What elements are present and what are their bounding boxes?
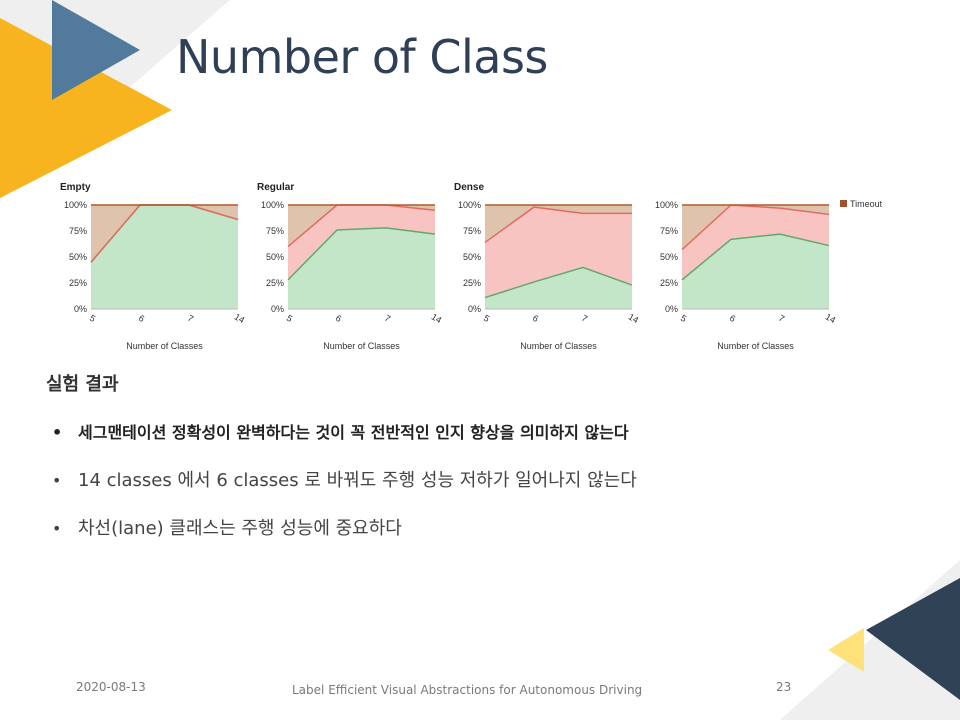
x-tick-label: 14 <box>430 312 444 326</box>
area-success <box>91 205 238 309</box>
top-left-blue-triangle <box>52 0 140 100</box>
legend-swatch-timeout <box>840 200 847 207</box>
area-timeout <box>91 205 238 263</box>
x-axis-label: Number of Classes <box>520 341 597 351</box>
section-heading: 실험 결과 <box>46 374 119 395</box>
chart-svg: 0% 25% 50% 75% 100% 5 6 7 14 Number of Classes Tim… <box>655 199 883 351</box>
bullet-marker: • <box>52 423 63 442</box>
chart-title: Dense <box>454 182 484 193</box>
bullet-text: 14 classes 에서 6 classes 로 바꿔도 주행 성능 저하가 … <box>78 470 637 491</box>
chart-title: Regular <box>257 182 294 193</box>
chart-dense: Dense 0% 25% 50% 75% 100% 5 6 7 14 Number of Class… <box>452 176 648 354</box>
area-collision <box>682 205 829 280</box>
x-axis-label: Number of Classes <box>717 341 794 351</box>
y-tick-label: 0% <box>665 304 678 314</box>
bullet-list: • 세그맨테이션 정확성이 완벽하다는 것이 꼭 전반적인 인지 향상을 의미하… <box>52 418 637 562</box>
y-tick-label: 100% <box>261 200 284 210</box>
x-tick-label: 7 <box>580 313 589 324</box>
x-tick-label: 14 <box>233 312 247 326</box>
chart-empty: Empty 0% 25% 50% 75% 100% 5 6 7 14 Number of Class… <box>58 176 254 354</box>
y-tick-label: 25% <box>266 278 284 288</box>
y-tick-label: 0% <box>271 304 284 314</box>
x-tick-label: 7 <box>777 313 786 324</box>
chart-svg: Regular 0% 25% 50% 75% 100% 5 6 7 14 Number of Cla… <box>257 182 444 351</box>
y-tick-label: 0% <box>468 304 481 314</box>
y-tick-label: 50% <box>463 252 481 262</box>
y-tick-label: 100% <box>64 200 87 210</box>
legend-label-timeout: Timeout <box>850 199 883 209</box>
y-tick-label: 25% <box>660 278 678 288</box>
area-success <box>682 234 829 309</box>
y-tick-label: 25% <box>463 278 481 288</box>
series-line-collision <box>484 206 632 244</box>
x-axis-label: Number of Classes <box>126 341 203 351</box>
top-left-orange-triangle <box>0 18 172 198</box>
page-title: Number of Class <box>176 30 548 84</box>
y-tick-label: 0% <box>74 304 87 314</box>
bullet-item: • 14 classes 에서 6 classes 로 바꿔도 주행 성능 저하… <box>52 466 637 514</box>
y-tick-label: 75% <box>660 226 678 236</box>
y-tick-label: 100% <box>458 200 481 210</box>
x-tick-label: 6 <box>728 313 737 324</box>
y-tick-label: 100% <box>655 200 678 210</box>
y-tick-label: 75% <box>266 226 284 236</box>
bullet-marker: • <box>52 519 62 538</box>
x-tick-label: 5 <box>88 313 97 324</box>
chart-overall: 0% 25% 50% 75% 100% 5 6 7 14 Number of Classes Tim… <box>649 176 883 354</box>
footer-caption: Label Efficient Visual Abstractions for … <box>292 683 643 697</box>
footer-date: 2020-08-13 <box>76 680 146 694</box>
bottom-right-yellow-triangle <box>828 628 864 672</box>
y-tick-label: 50% <box>266 252 284 262</box>
y-tick-label: 75% <box>69 226 87 236</box>
bullet-text: 차선(lane) 클래스는 주행 성능에 중요하다 <box>78 518 402 539</box>
area-success <box>485 267 632 309</box>
chart-svg: Dense 0% 25% 50% 75% 100% 5 6 7 14 Number of Class… <box>454 182 641 351</box>
chart-title: Empty <box>60 182 91 193</box>
area-success <box>288 227 435 309</box>
series-line-success <box>484 266 633 299</box>
x-tick-label: 7 <box>186 313 195 324</box>
chart-svg: Empty 0% 25% 50% 75% 100% 5 6 7 14 Number of Class… <box>60 182 247 351</box>
x-tick-label: 5 <box>285 313 294 324</box>
series-line-success <box>287 227 436 281</box>
y-tick-label: 50% <box>660 252 678 262</box>
y-tick-label: 50% <box>69 252 87 262</box>
bottom-right-gray-triangle <box>780 560 960 720</box>
x-tick-label: 5 <box>482 313 491 324</box>
area-collision <box>288 205 435 280</box>
x-tick-label: 5 <box>679 313 688 324</box>
bottom-right-navy-triangle <box>866 578 960 700</box>
x-axis-label: Number of Classes <box>323 341 400 351</box>
area-collision <box>485 207 632 298</box>
x-tick-label: 6 <box>137 313 146 324</box>
area-timeout <box>288 205 435 247</box>
y-tick-label: 75% <box>463 226 481 236</box>
footer-page-number: 23 <box>776 680 792 694</box>
x-tick-label: 6 <box>334 313 343 324</box>
x-tick-label: 14 <box>627 312 641 326</box>
x-tick-label: 7 <box>383 313 392 324</box>
series-line-success <box>681 233 830 281</box>
series-line-collision <box>681 204 830 251</box>
x-tick-label: 6 <box>531 313 540 324</box>
area-timeout <box>485 205 632 243</box>
chart-regular: Regular 0% 25% 50% 75% 100% 5 6 7 14 Number of Cla… <box>255 176 451 354</box>
y-tick-label: 25% <box>69 278 87 288</box>
bullet-marker: • <box>52 471 62 490</box>
bullet-item: • 차선(lane) 클래스는 주행 성능에 중요하다 <box>52 514 637 562</box>
x-tick-label: 14 <box>824 312 838 326</box>
bullet-item: • 세그맨테이션 정확성이 완벽하다는 것이 꼭 전반적인 인지 향상을 의미하… <box>52 418 637 466</box>
bullet-text: 세그맨테이션 정확성이 완벽하다는 것이 꼭 전반적인 인지 향상을 의미하지 … <box>78 423 629 442</box>
